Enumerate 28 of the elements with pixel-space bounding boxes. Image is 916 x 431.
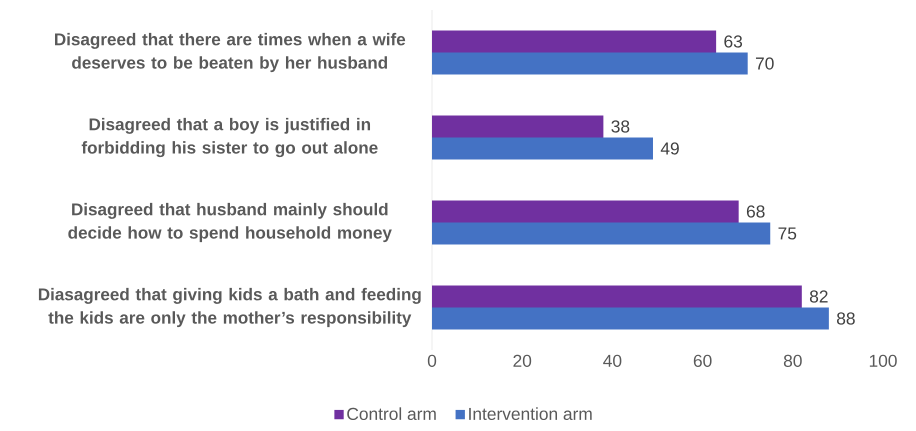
bar [432, 137, 653, 160]
data-label: 70 [756, 57, 774, 70]
y-tick-label: Diasagreed that giving kids a bath and feeding the kids are only the mother’s responsibility [38, 288, 421, 328]
data-label: 82 [810, 290, 828, 303]
y-tick-label: Disagreed that husband mainly should decide how to spend household money [68, 202, 392, 242]
x-tick-label: 20 [513, 354, 532, 367]
data-label: 88 [837, 312, 855, 325]
bar [432, 115, 604, 138]
bar [432, 200, 739, 222]
x-tick-label: 60 [694, 354, 712, 367]
y-tick-label: Disagreed that there are times when a wife deserves to be beaten by her husband [55, 32, 406, 72]
x-tick-label: 0 [428, 354, 436, 367]
bar [432, 30, 716, 52]
x-tick-label: 40 [603, 354, 622, 367]
x-tick-label: 100 [870, 354, 897, 367]
data-label: 63 [724, 35, 742, 48]
bar [432, 222, 770, 244]
data-label: 49 [660, 142, 679, 155]
x-tick-label: 80 [784, 354, 802, 367]
bar [432, 307, 829, 330]
data-label: 75 [778, 227, 796, 240]
legend-label: Intervention arm [469, 407, 592, 420]
bar [432, 285, 802, 308]
data-label: 38 [611, 120, 630, 133]
legend-label: Control arm [347, 407, 436, 420]
bar [432, 52, 748, 74]
data-label: 68 [746, 205, 765, 218]
y-tick-label: Disagreed that a boy is justified in forbidding his sister to go out alone [82, 118, 378, 158]
